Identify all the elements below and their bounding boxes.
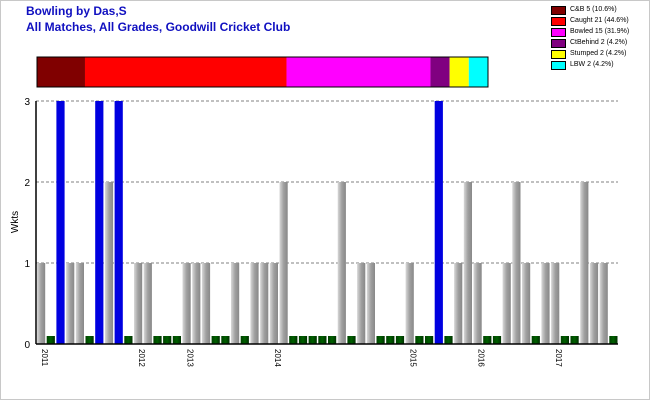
legend-swatch xyxy=(551,6,566,15)
zero-wicket-bar xyxy=(609,336,618,344)
zero-wicket-bar xyxy=(163,336,172,344)
wickets-bar xyxy=(231,263,240,344)
legend-label: CtBehind 2 (4.2%) xyxy=(570,39,628,46)
zero-wicket-bar xyxy=(415,336,424,344)
wickets-bar xyxy=(37,263,46,344)
zero-wicket-bar xyxy=(172,336,181,344)
dismissal-segment xyxy=(430,57,450,87)
wickets-bar xyxy=(580,182,589,344)
zero-wicket-bar xyxy=(560,336,569,344)
dismissal-segment xyxy=(449,57,469,87)
zero-wicket-bar xyxy=(308,336,317,344)
wickets-bar xyxy=(66,263,75,344)
zero-wicket-bar xyxy=(153,336,162,344)
wickets-bar xyxy=(551,263,560,344)
wickets-bar xyxy=(589,263,599,344)
zero-wicket-bar xyxy=(483,336,492,344)
zero-wicket-bar xyxy=(328,336,337,344)
zero-wicket-bar xyxy=(318,336,327,344)
wickets-bar xyxy=(269,263,278,344)
y-tick-label: 1 xyxy=(24,259,30,270)
zero-wicket-bar xyxy=(124,336,133,344)
legend-swatch xyxy=(551,39,566,48)
wickets-bar xyxy=(405,263,414,344)
wickets-bar xyxy=(337,182,346,344)
wickets-bar xyxy=(599,263,608,344)
highlight-bar xyxy=(56,101,65,344)
zero-wicket-bar xyxy=(395,336,405,344)
zero-wicket-bar xyxy=(386,336,395,344)
wickets-bar xyxy=(541,263,550,344)
legend-label: Caught 21 (44.6%) xyxy=(570,17,629,24)
y-tick-label: 3 xyxy=(24,97,30,108)
legend-label: LBW 2 (4.2%) xyxy=(570,61,614,68)
zero-wicket-bar xyxy=(298,336,308,344)
chart-subtitle: All Matches, All Grades, Goodwill Cricke… xyxy=(26,20,291,34)
wickets-bar xyxy=(473,263,482,344)
legend-label: Bowled 15 (31.9%) xyxy=(570,28,630,35)
y-axis-label: Wkts xyxy=(10,211,21,233)
y-tick-label: 0 xyxy=(24,340,30,351)
chart-title: Bowling by Das,S xyxy=(26,4,127,18)
highlight-bar xyxy=(95,101,104,344)
highlight-bar xyxy=(434,101,443,344)
zero-wicket-bar xyxy=(492,336,502,344)
wickets-bar xyxy=(134,263,143,344)
wickets-bar xyxy=(192,263,201,344)
zero-wicket-bar xyxy=(46,336,55,344)
legend-label: C&B 5 (10.6%) xyxy=(570,6,617,13)
x-tick-label: 2013 xyxy=(186,349,195,367)
x-tick-label: 2011 xyxy=(40,349,49,367)
legend-label: Stumped 2 (4.2%) xyxy=(570,50,627,57)
zero-wicket-bar xyxy=(221,336,230,344)
wickets-bar xyxy=(182,263,191,344)
zero-wicket-bar xyxy=(531,336,540,344)
x-tick-label: 2016 xyxy=(477,349,486,367)
wickets-bar xyxy=(250,263,259,344)
wickets-bar xyxy=(201,263,211,344)
zero-wicket-bar xyxy=(425,336,434,344)
x-tick-label: 2015 xyxy=(409,349,418,367)
x-tick-label: 2017 xyxy=(554,349,563,367)
zero-wicket-bar xyxy=(289,336,298,344)
legend-swatch xyxy=(551,17,566,26)
x-tick-label: 2012 xyxy=(137,349,146,367)
wickets-bar xyxy=(454,263,463,344)
legend-swatch xyxy=(551,61,566,70)
wickets-bar xyxy=(522,263,531,344)
y-tick-label: 2 xyxy=(24,178,30,189)
dismissal-segment xyxy=(468,57,488,87)
zero-wicket-bar xyxy=(570,336,579,344)
zero-wicket-bar xyxy=(376,336,385,344)
highlight-bar xyxy=(114,101,123,344)
dismissal-bar-outline xyxy=(36,56,489,88)
dismissal-segment xyxy=(84,57,287,87)
wickets-bar xyxy=(75,263,84,344)
wickets-bar xyxy=(366,263,375,344)
zero-wicket-bar xyxy=(211,336,220,344)
wickets-bar xyxy=(463,182,472,344)
wickets-bar xyxy=(143,263,152,344)
legend-swatch xyxy=(551,50,566,59)
wickets-bar xyxy=(502,263,511,344)
x-tick-label: 2014 xyxy=(273,349,282,367)
wickets-bar xyxy=(512,182,521,344)
zero-wicket-bar xyxy=(347,336,356,344)
zero-wicket-bar xyxy=(240,336,249,344)
legend-swatch xyxy=(551,28,566,37)
zero-wicket-bar xyxy=(444,336,453,344)
wickets-bar xyxy=(279,182,288,344)
wickets-bar xyxy=(260,263,269,344)
zero-wicket-bar xyxy=(85,336,94,344)
dismissal-segment xyxy=(286,57,431,87)
wickets-bar xyxy=(357,263,366,344)
dismissal-segment xyxy=(37,57,85,87)
wickets-bar xyxy=(104,182,114,344)
